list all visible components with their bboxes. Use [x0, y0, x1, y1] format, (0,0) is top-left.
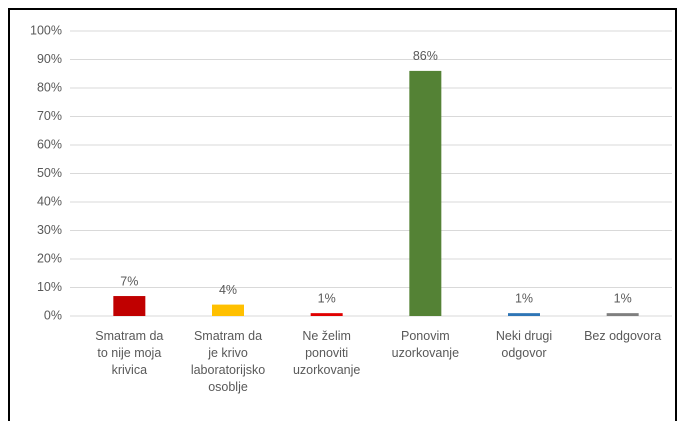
y-tick-label: 30% — [37, 223, 62, 237]
bar — [409, 70, 442, 317]
data-label: 1% — [318, 291, 336, 305]
bar — [212, 304, 244, 316]
x-tick-label: Neki drugi odgovor — [496, 329, 552, 360]
y-tick-label: 80% — [37, 80, 62, 94]
frame — [8, 8, 677, 421]
y-tick-label: 60% — [37, 137, 62, 151]
y-tick-label: 100% — [30, 23, 62, 37]
bar — [113, 296, 146, 316]
bar — [606, 313, 639, 316]
data-label: 1% — [614, 291, 632, 305]
y-tick-label: 0% — [44, 308, 62, 322]
bar — [508, 313, 540, 316]
y-tick-label: 20% — [37, 251, 62, 265]
bar — [310, 313, 343, 316]
x-tick-label: Smatram da je krivo laboratorijsko osoblje — [191, 329, 265, 394]
y-tick-label: 50% — [37, 166, 62, 180]
y-tick-label: 10% — [37, 280, 62, 294]
data-label: 86% — [413, 49, 438, 63]
x-tick-label: Smatram da to nije moja krivica — [95, 329, 163, 377]
x-tick-label: Bez odgovora — [584, 329, 661, 343]
y-tick-label: 70% — [37, 109, 62, 123]
data-label: 4% — [219, 283, 237, 297]
data-label: 1% — [515, 291, 533, 305]
y-tick-label: 90% — [37, 52, 62, 66]
y-tick-label: 40% — [37, 194, 62, 208]
data-label: 7% — [120, 274, 138, 288]
x-tick-label: Ponovim uzorkovanje — [392, 329, 459, 360]
x-tick-label: Ne želim ponoviti uzorkovanje — [293, 329, 360, 377]
